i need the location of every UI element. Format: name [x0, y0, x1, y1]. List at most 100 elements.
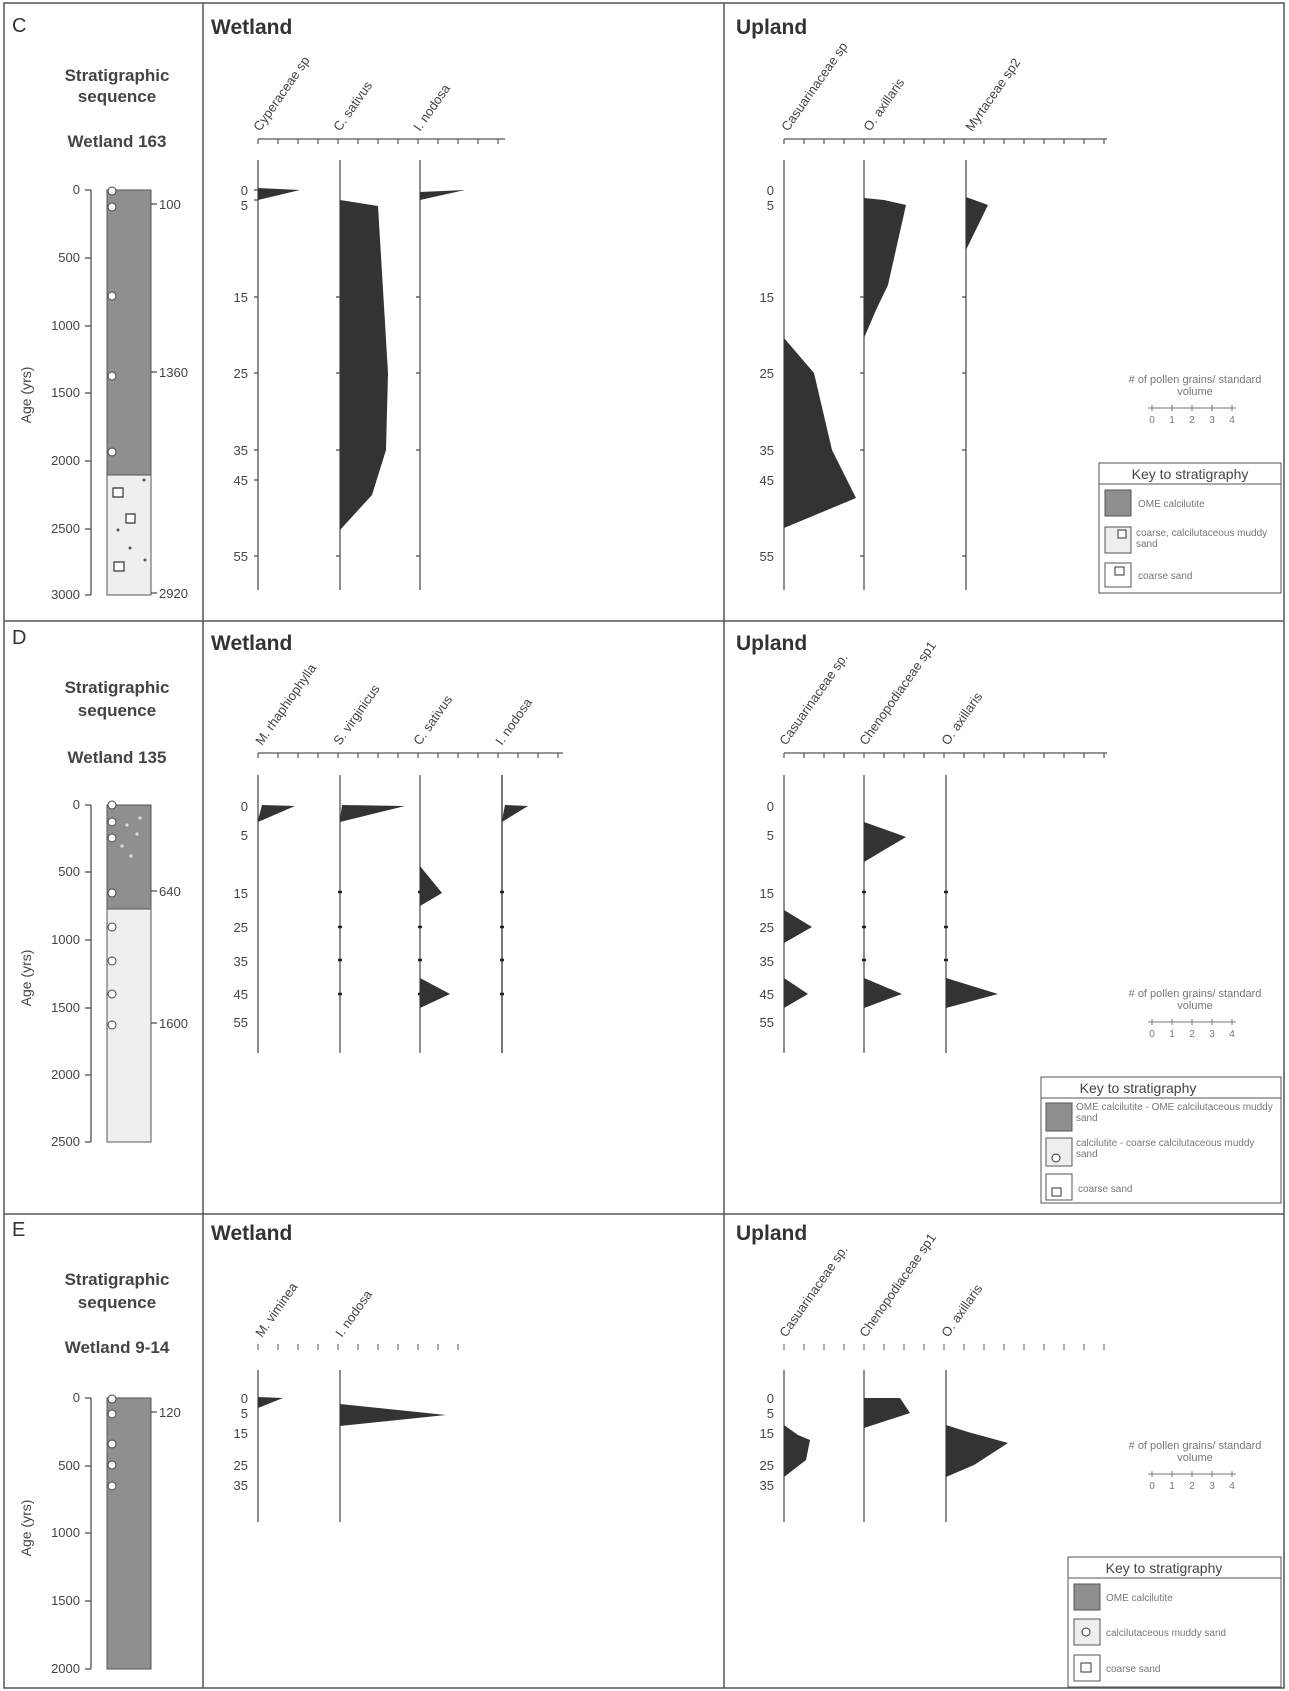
pollen-curve [258, 805, 295, 822]
pollen-curve [420, 978, 450, 1008]
taxon-label: M. viminea [252, 1279, 301, 1340]
taxon-label: Casuarinaceae sp [778, 39, 850, 133]
scale-axis [257, 1344, 459, 1350]
depth-tick-label: 25 [760, 366, 774, 381]
pollen-units-scale: # of pollen grains/ standard volume 0 1 … [1129, 1440, 1262, 1492]
taxon-label: O. axillaris [938, 1281, 985, 1340]
depth-tick-label: 35 [760, 954, 774, 969]
pollen-curve [784, 1425, 810, 1477]
taxon-label: I. nodosa [332, 1287, 375, 1340]
depth-tick-label: 25 [760, 920, 774, 935]
age-tick-label: 2000 [51, 453, 80, 468]
key-item-label: calcilutaceous muddy sand [1106, 1628, 1226, 1639]
depth-tick-label: 35 [760, 443, 774, 458]
pollen-curve [784, 910, 812, 943]
units-tick: 3 [1209, 415, 1215, 426]
depth-tick-label: 55 [234, 1015, 248, 1030]
section-title-upland: Upland [736, 632, 807, 655]
pollen-curve [946, 978, 998, 1008]
taxon-label: Myrtaceae sp2 [962, 55, 1023, 133]
pollen-curve [502, 805, 528, 822]
key-item-label: calcilutite - coarse calcilutaceous mudd… [1076, 1138, 1255, 1160]
depth-tick-label: 35 [234, 443, 248, 458]
age-axis-label: Age (yrs) [18, 1500, 34, 1557]
depth-tick-label: 0 [767, 183, 774, 198]
taxon-label: Casuarinaceae sp. [776, 1242, 850, 1339]
age-axis: 0 500 1000 1500 2000 2500 [51, 797, 92, 1149]
panel-letter: D [12, 627, 26, 649]
age-tick-label: 1000 [51, 932, 80, 947]
depth-tick-label: 35 [234, 1478, 248, 1493]
site-name: Wetland 135 [68, 748, 167, 767]
age-tick-label: 0 [73, 182, 80, 197]
depth-axis: 0 5 15 25 35 45 55 [760, 775, 785, 1053]
units-tick: 3 [1209, 1481, 1215, 1492]
age-axis-label: Age (yrs) [18, 950, 34, 1007]
depth-tick-label: 5 [241, 1406, 248, 1421]
stratigraphy-key: Key to stratigraphy OME calcilutite calc… [1067, 1556, 1282, 1688]
age-tick-label: 1500 [51, 1593, 80, 1608]
age-tick-label: 2500 [51, 521, 80, 536]
age-tick-label: 2000 [51, 1661, 80, 1676]
key-item-label: coarse, calcilutaceous muddy sand [1136, 528, 1268, 550]
key-item-label: coarse sand [1106, 1664, 1160, 1675]
taxon-label: C. sativus [330, 78, 375, 134]
age-tick-label: 1000 [51, 1525, 80, 1540]
key-item-label: OME calcilutite [1106, 1593, 1173, 1604]
panel-letter: C [12, 15, 26, 37]
key-item-label: coarse sand [1078, 1184, 1132, 1195]
stratigraphic-column: 120 [106, 1394, 181, 1670]
strat-title-line-1: Stratigraphic [65, 66, 170, 85]
depth-tick-label: 5 [241, 198, 248, 213]
depth-tick-label: 15 [760, 1426, 774, 1441]
depth-tick-label: 0 [767, 799, 774, 814]
depth-tick-label: 0 [241, 1391, 248, 1406]
depth-tick-label: 55 [234, 549, 248, 564]
pollen-curve [864, 198, 906, 338]
pollen-curve [340, 1404, 446, 1426]
taxon-label: M. rhaphiophylla [252, 660, 319, 747]
taxon-label: O. axillaris [860, 75, 907, 134]
scale-axis [783, 138, 1107, 144]
panel-letter: E [12, 1219, 25, 1241]
depth-tick-label: 35 [234, 954, 248, 969]
taxon-label: I. nodosa [410, 81, 453, 134]
taxon-label: Chenopodiaceae sp1 [856, 1230, 939, 1339]
key-title: Key to stratigraphy [1132, 466, 1249, 482]
depth-tick-label: 45 [760, 987, 774, 1002]
strat-title-line-1: Stratigraphic [65, 1270, 170, 1289]
taxon-label: Cyperaceae sp [250, 53, 312, 133]
date-label: 120 [159, 1405, 181, 1420]
depth-tick-label: 5 [767, 828, 774, 843]
stratigraphy-key: Key to stratigraphy OME calcilutite coar… [1098, 462, 1282, 594]
pollen-curve [340, 805, 405, 822]
depth-tick-label: 15 [760, 290, 774, 305]
units-tick: 2 [1189, 1481, 1195, 1492]
taxon-label: O. axillaris [938, 689, 985, 748]
depth-tick-label: 25 [760, 1458, 774, 1473]
taxon-label: Chenopodiaceae sp1 [856, 638, 939, 747]
units-tick: 3 [1209, 1029, 1215, 1040]
taxon-label: S. virginicus [330, 681, 383, 747]
wetland-diagram: Wetland Cyperaceae sp C. sativus I. nodo… [211, 16, 505, 590]
depth-tick-label: 5 [241, 828, 248, 843]
section-title-wetland: Wetland [211, 632, 292, 655]
key-item-label: OME calcilutite [1138, 499, 1205, 510]
depth-tick-label: 25 [234, 1458, 248, 1473]
key-title: Key to stratigraphy [1080, 1080, 1197, 1096]
pollen-curve [420, 190, 465, 200]
depth-tick-label: 25 [234, 366, 248, 381]
key-title: Key to stratigraphy [1106, 1560, 1223, 1576]
pollen-units-scale: # of pollen grains/ standard volume 0 1 … [1129, 988, 1262, 1040]
age-tick-label: 1500 [51, 385, 80, 400]
depth-tick-label: 25 [234, 920, 248, 935]
date-label: 1360 [159, 365, 188, 380]
taxon-label: Casuarinaceae sp. [776, 650, 850, 747]
pollen-curve [864, 978, 902, 1008]
key-item-label: OME calcilutite - OME calcilutaceous mud… [1076, 1102, 1273, 1124]
age-axis: 0 500 1000 1500 2000 2500 3000 [51, 182, 92, 602]
depth-tick-label: 55 [760, 549, 774, 564]
age-tick-label: 2500 [51, 1134, 80, 1149]
depth-tick-label: 35 [760, 1478, 774, 1493]
depth-tick-label: 5 [767, 198, 774, 213]
